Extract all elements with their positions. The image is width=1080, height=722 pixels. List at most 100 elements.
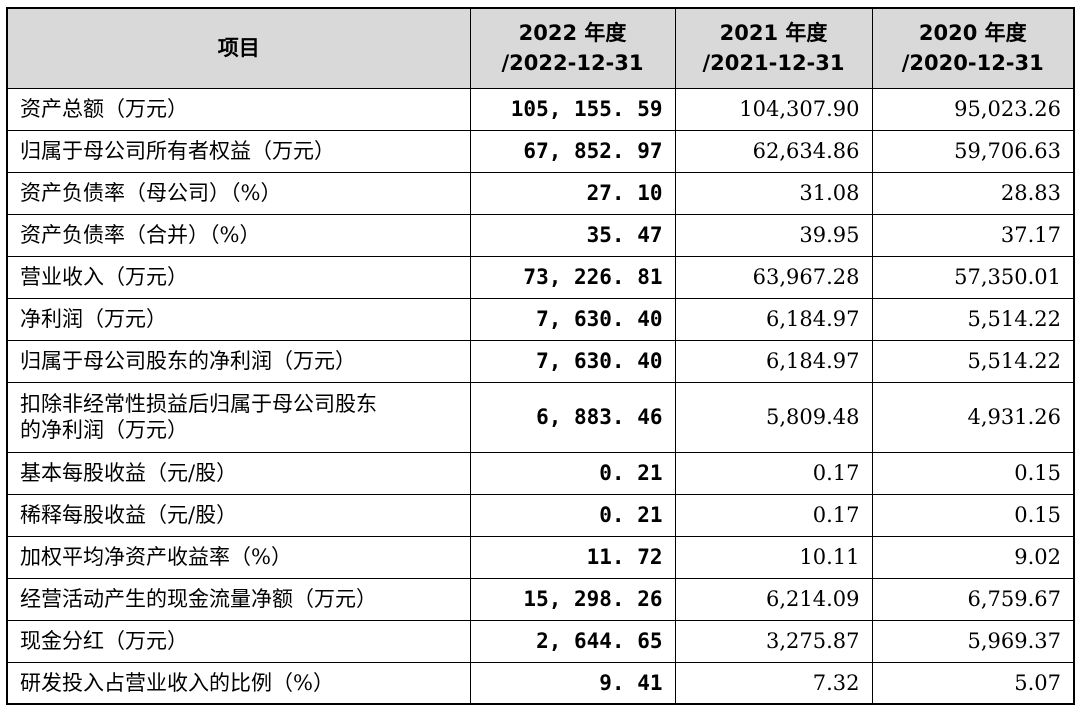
row-label-text: 加权平均净资产收益率（%） bbox=[20, 545, 292, 569]
value-2020: 37.17 bbox=[871, 213, 1075, 257]
row-label-text: 基本每股收益（元/股） bbox=[20, 461, 238, 485]
value-2022: 7, 630. 40 bbox=[469, 339, 676, 383]
value-2022: 15, 298. 26 bbox=[469, 577, 676, 621]
header-item: 项目 bbox=[6, 7, 471, 89]
row-label-text: 资产总额（万元） bbox=[20, 97, 188, 121]
value-2020: 5,969.37 bbox=[871, 619, 1075, 663]
row-label: 经营活动产生的现金流量净额（万元） bbox=[6, 577, 471, 621]
row-label-text: 资产负债率（合并）（%） bbox=[20, 223, 261, 247]
table-row: 加权平均净资产收益率（%） 11. 72 10.11 9.02 bbox=[6, 535, 1075, 579]
header-year-2020: 2020 年度 /2020-12-31 bbox=[871, 7, 1075, 89]
table-body: 资产总额（万元） 105, 155. 59 104,307.90 95,023.26 归… bbox=[6, 87, 1075, 705]
table-row: 归属于母公司所有者权益（万元） 67, 852. 97 62,634.86 59,70… bbox=[6, 129, 1075, 173]
table-row: 净利润（万元） 7, 630. 40 6,184.97 5,514.22 bbox=[6, 297, 1075, 341]
value-2020: 57,350.01 bbox=[871, 255, 1075, 299]
row-label: 扣除非经常性损益后归属于母公司股东 的净利润（万元） bbox=[6, 381, 471, 453]
row-label: 净利润（万元） bbox=[6, 297, 471, 341]
header-year-2021: 2021 年度 /2021-12-31 bbox=[674, 7, 873, 89]
value-2022: 2, 644. 65 bbox=[469, 619, 676, 663]
value-2020: 0.15 bbox=[871, 451, 1075, 495]
header-year-label: 2020 年度 bbox=[918, 21, 1027, 46]
header-date-label: /2020-12-31 bbox=[901, 51, 1044, 76]
value-2022: 7, 630. 40 bbox=[469, 297, 676, 341]
value-2022: 105, 155. 59 bbox=[469, 87, 676, 131]
value-2020: 0.15 bbox=[871, 493, 1075, 537]
table-row: 归属于母公司股东的净利润（万元） 7, 630. 40 6,184.97 5,514.… bbox=[6, 339, 1075, 383]
value-2021: 0.17 bbox=[674, 451, 873, 495]
value-2021: 7.32 bbox=[674, 661, 873, 705]
row-label: 资产负债率（合并）（%） bbox=[6, 213, 471, 257]
value-2021: 39.95 bbox=[674, 213, 873, 257]
row-label: 现金分红（万元） bbox=[6, 619, 471, 663]
table-row: 现金分红（万元） 2, 644. 65 3,275.87 5,969.37 bbox=[6, 619, 1075, 663]
row-label-text: 归属于母公司股东的净利润（万元） bbox=[20, 349, 356, 373]
table-row: 经营活动产生的现金流量净额（万元） 15, 298. 26 6,214.09 6,75… bbox=[6, 577, 1075, 621]
header-year-label: 2021 年度 bbox=[719, 21, 828, 46]
value-2021: 6,214.09 bbox=[674, 577, 873, 621]
row-label: 加权平均净资产收益率（%） bbox=[6, 535, 471, 579]
header-row: 项目 2022 年度 /2022-12-31 2021 年度 /2021-12-… bbox=[6, 7, 1075, 89]
table-row: 资产负债率（母公司）（%） 27. 10 31.08 28.83 bbox=[6, 171, 1075, 215]
row-label: 资产总额（万元） bbox=[6, 87, 471, 131]
value-2020: 5.07 bbox=[871, 661, 1075, 705]
row-label-text: 稀释每股收益（元/股） bbox=[20, 503, 238, 527]
row-label-text: 营业收入（万元） bbox=[20, 265, 188, 289]
value-2020: 5,514.22 bbox=[871, 339, 1075, 383]
value-2021: 5,809.48 bbox=[674, 381, 873, 453]
value-2020: 4,931.26 bbox=[871, 381, 1075, 453]
row-label-text: 归属于母公司所有者权益（万元） bbox=[20, 139, 335, 163]
value-2020: 5,514.22 bbox=[871, 297, 1075, 341]
row-label-text: 研发投入占营业收入的比例（%） bbox=[20, 670, 334, 695]
value-2020: 9.02 bbox=[871, 535, 1075, 579]
row-label-text: 资产负债率（母公司）（%） bbox=[20, 181, 282, 205]
header-year-label: 2022 年度 bbox=[518, 21, 627, 46]
table-row: 稀释每股收益（元/股） 0. 21 0.17 0.15 bbox=[6, 493, 1075, 537]
value-2021: 10.11 bbox=[674, 535, 873, 579]
value-2022: 67, 852. 97 bbox=[469, 129, 676, 173]
value-2021: 0.17 bbox=[674, 493, 873, 537]
table-header: 项目 2022 年度 /2022-12-31 2021 年度 /2021-12-… bbox=[6, 7, 1075, 89]
row-label: 资产负债率（母公司）（%） bbox=[6, 171, 471, 215]
value-2021: 63,967.28 bbox=[674, 255, 873, 299]
value-2021: 6,184.97 bbox=[674, 339, 873, 383]
row-label-text: 经营活动产生的现金流量净额（万元） bbox=[20, 587, 377, 611]
value-2020: 6,759.67 bbox=[871, 577, 1075, 621]
value-2022: 0. 21 bbox=[469, 451, 676, 495]
row-label: 基本每股收益（元/股） bbox=[6, 451, 471, 495]
header-date-label: /2022-12-31 bbox=[501, 51, 644, 76]
value-2022: 11. 72 bbox=[469, 535, 676, 579]
value-2021: 62,634.86 bbox=[674, 129, 873, 173]
value-2022: 27. 10 bbox=[469, 171, 676, 215]
value-2020: 95,023.26 bbox=[871, 87, 1075, 131]
row-label-text: 现金分红（万元） bbox=[20, 629, 188, 653]
row-label-text: 的净利润（万元） bbox=[20, 418, 188, 442]
financial-summary-table: 项目 2022 年度 /2022-12-31 2021 年度 /2021-12-… bbox=[6, 7, 1075, 705]
row-label-text: 扣除非经常性损益后归属于母公司股东 bbox=[20, 392, 377, 416]
row-label: 归属于母公司所有者权益（万元） bbox=[6, 129, 471, 173]
value-2022: 73, 226. 81 bbox=[469, 255, 676, 299]
table-row: 资产总额（万元） 105, 155. 59 104,307.90 95,023.26 bbox=[6, 87, 1075, 131]
value-2021: 3,275.87 bbox=[674, 619, 873, 663]
value-2022: 0. 21 bbox=[469, 493, 676, 537]
value-2020: 28.83 bbox=[871, 171, 1075, 215]
value-2020: 59,706.63 bbox=[871, 129, 1075, 173]
header-date-label: /2021-12-31 bbox=[702, 51, 845, 76]
header-year-2022: 2022 年度 /2022-12-31 bbox=[469, 7, 676, 89]
value-2021: 104,307.90 bbox=[674, 87, 873, 131]
table-row: 资产负债率（合并）（%） 35. 47 39.95 37.17 bbox=[6, 213, 1075, 257]
value-2022: 6, 883. 46 bbox=[469, 381, 676, 453]
table-row: 研发投入占营业收入的比例（%） 9. 41 7.32 5.07 bbox=[6, 661, 1075, 705]
row-label: 归属于母公司股东的净利润（万元） bbox=[6, 339, 471, 383]
header-item-label: 项目 bbox=[217, 36, 260, 61]
value-2021: 6,184.97 bbox=[674, 297, 873, 341]
value-2022: 35. 47 bbox=[469, 213, 676, 257]
row-label: 研发投入占营业收入的比例（%） bbox=[6, 661, 471, 705]
table-row: 扣除非经常性损益后归属于母公司股东 的净利润（万元） 6, 883. 46 5,809… bbox=[6, 381, 1075, 453]
row-label: 营业收入（万元） bbox=[6, 255, 471, 299]
table-row: 营业收入（万元） 73, 226. 81 63,967.28 57,350.01 bbox=[6, 255, 1075, 299]
table-row: 基本每股收益（元/股） 0. 21 0.17 0.15 bbox=[6, 451, 1075, 495]
value-2021: 31.08 bbox=[674, 171, 873, 215]
row-label: 稀释每股收益（元/股） bbox=[6, 493, 471, 537]
value-2022: 9. 41 bbox=[469, 661, 676, 705]
row-label-text: 净利润（万元） bbox=[20, 307, 167, 331]
